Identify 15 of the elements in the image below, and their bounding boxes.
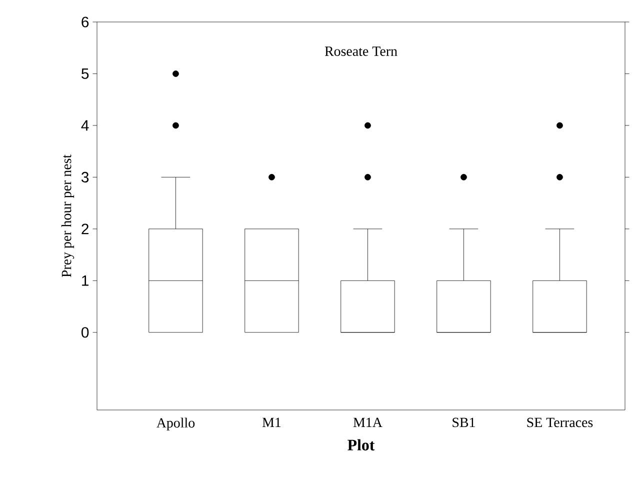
x-tick-label: M1	[262, 418, 281, 427]
y-tick-label: 5	[82, 68, 89, 79]
y-tick-label: 2	[82, 224, 88, 234]
x-tick-label: Apollo	[156, 418, 195, 430]
y-tick-label: 6	[82, 16, 89, 28]
y-tick-label: 3	[81, 172, 89, 182]
y-tick-label: 1	[82, 276, 89, 286]
text: Roseate Tern	[324, 46, 398, 56]
x-tick-label: SE Terraces	[527, 418, 593, 428]
y-tick-label: 4	[81, 120, 89, 131]
y-tick-label: 0	[82, 327, 89, 338]
x-tick-label: SB1	[452, 418, 475, 428]
x-tick-label: M1A	[353, 418, 382, 427]
x-axis-title: Plot	[348, 439, 375, 450]
y-axis-title: Prey per hour per nest	[61, 154, 74, 278]
